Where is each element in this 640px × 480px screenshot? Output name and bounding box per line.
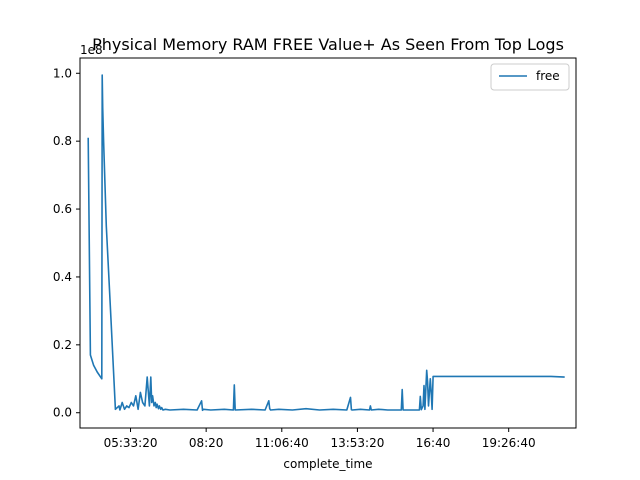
y-tick-label: 1.0 bbox=[53, 66, 72, 80]
x-tick-label: 19:26:40 bbox=[482, 436, 536, 450]
x-tick-label: 05:33:20 bbox=[104, 436, 158, 450]
y-tick-label: 0.2 bbox=[53, 338, 72, 352]
legend-box bbox=[490, 63, 570, 91]
y-tick-label: 0.6 bbox=[53, 202, 72, 216]
x-tick-label: 08:20 bbox=[189, 436, 224, 450]
legend: free bbox=[490, 63, 570, 91]
x-tick-label: 11:06:40 bbox=[255, 436, 309, 450]
y-tick-label: 0.0 bbox=[53, 406, 72, 420]
axes-frame bbox=[79, 57, 577, 429]
x-ticks: 05:33:20 08:20 11:06:40 13:53:20 16:40 19:26:… bbox=[104, 428, 536, 450]
x-axis-label: complete_time bbox=[283, 457, 372, 471]
series-free-line bbox=[87, 74, 565, 412]
y-offset-label: 1e8 bbox=[80, 43, 103, 57]
x-tick-label: 16:40 bbox=[416, 436, 451, 450]
y-ticks: 0.0 0.2 0.4 0.6 0.8 1.0 bbox=[53, 66, 80, 420]
y-tick-label: 0.8 bbox=[53, 134, 72, 148]
chart-title: Physical Memory RAM FREE Value+ As Seen … bbox=[92, 35, 564, 54]
y-tick-label: 0.4 bbox=[53, 270, 72, 284]
plot-area bbox=[87, 74, 565, 412]
x-tick-label: 13:53:20 bbox=[330, 436, 384, 450]
legend-free-label: free bbox=[536, 69, 560, 83]
